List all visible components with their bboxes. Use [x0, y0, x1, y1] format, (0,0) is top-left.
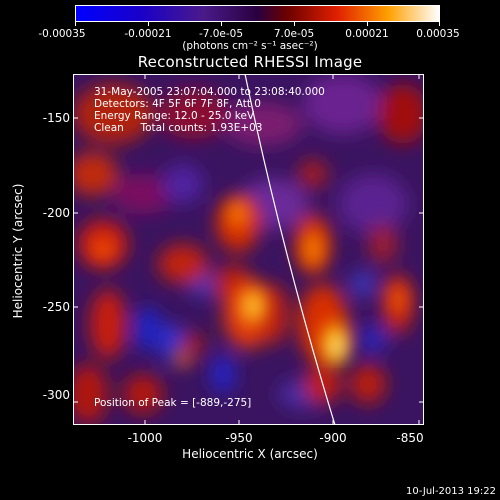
colorbar-tick: 7.0e-05 — [273, 28, 315, 40]
colorbar-tick: -7.0e-05 — [198, 28, 244, 40]
peak-position-text: Position of Peak = [-889,-275] — [94, 397, 252, 409]
time-range-text: 31-May-2005 23:07:04.000 to 23:08:40.000 — [94, 86, 325, 98]
y-tick-label: -150 — [42, 111, 70, 125]
colorbar-tick: -0.00021 — [124, 28, 172, 40]
colorbar-tick: 0.00021 — [345, 28, 389, 40]
y-tick-label: -250 — [42, 300, 70, 314]
energy-range-text: Energy Range: 12.0 - 25.0 keV — [94, 110, 255, 122]
x-tick-label: -900 — [319, 431, 347, 445]
colorbar-tick: 0.00035 — [416, 28, 460, 40]
colorbar — [75, 5, 440, 22]
x-tick-label: -1000 — [127, 431, 163, 445]
colorbar-tick: -0.00035 — [38, 28, 86, 40]
x-tick-label: -950 — [225, 431, 253, 445]
plot-title: Reconstructed RHESSI Image — [137, 53, 363, 71]
method-counts-text: Clean Total counts: 1.93E+03 — [94, 122, 263, 134]
y-tick-label: -300 — [42, 388, 70, 402]
rhessi-image — [73, 74, 424, 425]
colorbar-units: (photons cm⁻² s⁻¹ asec⁻²) — [182, 40, 318, 52]
x-tick-label: -850 — [396, 431, 424, 445]
detectors-text: Detectors: 4F 5F 6F 7F 8F, Att 0 — [94, 98, 261, 110]
timestamp: 10-Jul-2013 19:22 — [405, 486, 496, 497]
y-axis-label: Heliocentric Y (arcsec) — [11, 183, 25, 319]
y-tick-label: -200 — [42, 206, 70, 220]
x-axis-label: Heliocentric X (arcsec) — [182, 447, 318, 461]
